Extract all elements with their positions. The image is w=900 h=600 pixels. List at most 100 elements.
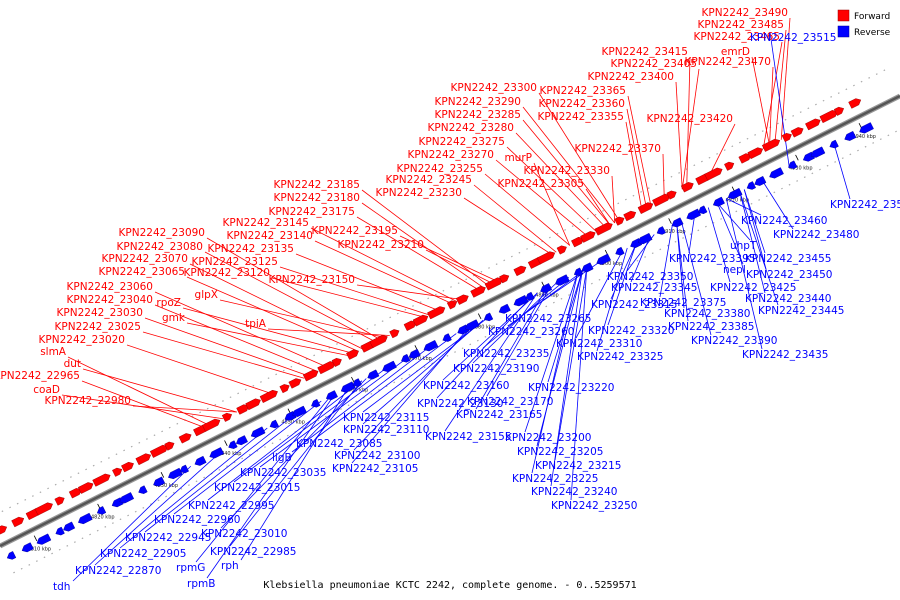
reverse-gene-arrow[interactable]	[524, 291, 535, 302]
reverse-gene-arrow[interactable]	[340, 381, 356, 395]
gene-label[interactable]: KPN2242_23225	[512, 473, 598, 485]
gene-label[interactable]: KPN2242_22870	[75, 565, 161, 577]
forward-gene-arrow[interactable]	[54, 495, 66, 506]
gene-label[interactable]: KPN2242_23405	[611, 58, 697, 70]
forward-gene-arrow[interactable]	[666, 189, 678, 200]
gene-label[interactable]: KPN2242_23320	[588, 325, 674, 337]
forward-gene-arrow[interactable]	[302, 368, 320, 382]
reverse-gene-arrow[interactable]	[35, 533, 52, 547]
reverse-gene-arrow[interactable]	[366, 369, 380, 381]
reverse-gene-arrow[interactable]	[152, 476, 166, 488]
reverse-gene-arrow[interactable]	[381, 360, 397, 374]
forward-gene-arrow[interactable]	[427, 305, 446, 320]
reverse-gene-arrow[interactable]	[325, 390, 338, 401]
forward-gene-arrow[interactable]	[112, 466, 123, 477]
reverse-gene-arrow[interactable]	[291, 405, 307, 419]
gene-label[interactable]: KPN2242_23330	[524, 165, 610, 177]
gene-label[interactable]: KPN2242_23175	[269, 206, 355, 218]
gene-label[interactable]: dut	[64, 358, 81, 370]
gene-label[interactable]: KPN2242_23195	[312, 225, 398, 237]
gene-label[interactable]: KPN2242_23140	[227, 230, 313, 242]
reverse-gene-arrow[interactable]	[539, 283, 553, 294]
gene-label[interactable]: KPN2242_23425	[710, 282, 796, 294]
forward-gene-arrow[interactable]	[556, 244, 568, 255]
gene-label[interactable]: KPN2242_23515	[750, 32, 836, 44]
gene-label[interactable]: KPN2242_23090	[119, 227, 205, 239]
gene-label[interactable]: KPN2242_23485	[698, 19, 784, 31]
forward-gene-arrow[interactable]	[389, 328, 401, 339]
reverse-gene-arrow[interactable]	[400, 353, 411, 364]
gene-label[interactable]: KPN2242_23130	[417, 398, 503, 410]
gene-label[interactable]: KPN2242_23445	[758, 305, 844, 317]
gene-label[interactable]: KPN2242_23310	[556, 338, 642, 350]
gene-label[interactable]: KPN2242_23470	[685, 56, 771, 68]
reverse-gene-arrow[interactable]	[595, 253, 612, 267]
forward-gene-arrow[interactable]	[202, 417, 221, 432]
gene-label[interactable]: KPN2242_23080	[117, 241, 203, 253]
gene-label[interactable]: KPN2242_23280	[428, 122, 514, 134]
forward-gene-arrow[interactable]	[412, 313, 430, 327]
gene-label[interactable]: KPN2242_23240	[531, 486, 617, 498]
gene-label[interactable]: KPN2242_23305	[498, 178, 584, 190]
gene-label[interactable]: slmA	[40, 346, 67, 358]
gene-label[interactable]: KPN2242_23040	[67, 294, 153, 306]
gene-label[interactable]: KPN2242_22905	[100, 548, 186, 560]
gene-label[interactable]: KPN2242_23275	[419, 136, 505, 148]
forward-gene-arrow[interactable]	[704, 166, 724, 181]
forward-gene-arrow[interactable]	[331, 356, 343, 367]
reverse-gene-arrow[interactable]	[809, 146, 826, 160]
gene-label[interactable]: ligB	[272, 452, 292, 464]
gene-label[interactable]: KPN2242_23115	[343, 412, 429, 424]
gene-label[interactable]: KPN2242_23480	[773, 229, 859, 241]
forward-gene-arrow[interactable]	[288, 377, 303, 389]
gene-label[interactable]: rpmB	[187, 578, 215, 590]
gene-label[interactable]: KPN2242_23325	[577, 351, 663, 363]
gene-label[interactable]: glpX	[195, 289, 218, 301]
gene-label[interactable]: KPN2242_23015	[214, 482, 300, 494]
gene-label[interactable]: KPN2242_23355	[538, 111, 624, 123]
forward-gene-arrow[interactable]	[0, 524, 8, 535]
gene-label[interactable]: KPN2242_23420	[647, 113, 733, 125]
gene-label[interactable]: KPN2242_23020	[39, 334, 125, 346]
gene-label[interactable]: KPN2242_23125	[192, 256, 278, 268]
gene-label[interactable]: KPN2242_22960	[154, 514, 240, 526]
gene-label[interactable]: KPN2242_23030	[57, 307, 143, 319]
forward-gene-arrow[interactable]	[805, 117, 822, 131]
forward-gene-arrow[interactable]	[92, 472, 112, 487]
forward-gene-arrow[interactable]	[245, 397, 263, 411]
gene-label[interactable]: KPN2242_23235	[463, 348, 549, 360]
gene-label[interactable]: emrD	[721, 46, 750, 58]
forward-gene-arrow[interactable]	[594, 221, 614, 236]
gene-label[interactable]: KPN2242_23200	[505, 432, 591, 444]
gene-label[interactable]: KPN2242_23025	[55, 321, 141, 333]
gene-label[interactable]: KPN2242_23145	[223, 217, 309, 229]
gene-label[interactable]: rpmG	[176, 562, 205, 574]
forward-gene-arrow[interactable]	[34, 501, 54, 516]
gene-label[interactable]: KPN2242_23260	[488, 326, 574, 338]
reverse-gene-arrow[interactable]	[753, 176, 767, 187]
gene-label[interactable]: KPN2242_23160	[423, 380, 509, 392]
reverse-gene-arrow[interactable]	[483, 312, 494, 323]
gene-label[interactable]: KPN2242_23365	[540, 85, 626, 97]
reverse-gene-arrow[interactable]	[407, 348, 421, 360]
gene-label[interactable]: tpiA	[245, 318, 267, 330]
gene-label[interactable]: KPN2242_23255	[397, 163, 483, 175]
forward-gene-arrow[interactable]	[77, 481, 95, 494]
gene-label[interactable]: KPN2242_23010	[201, 528, 287, 540]
reverse-gene-arrow[interactable]	[6, 551, 17, 561]
forward-gene-arrow[interactable]	[833, 105, 845, 116]
gene-label[interactable]: tdh	[53, 581, 70, 593]
forward-gene-arrow[interactable]	[848, 97, 863, 109]
reverse-gene-arrow[interactable]	[843, 131, 857, 142]
reverse-gene-arrow[interactable]	[137, 485, 148, 496]
forward-gene-arrow[interactable]	[121, 460, 135, 473]
reverse-gene-arrow[interactable]	[727, 187, 743, 201]
reverse-gene-arrow[interactable]	[614, 246, 625, 257]
gene-label[interactable]: KPN2242_23300	[451, 82, 537, 94]
gene-label[interactable]: KPN2242_23380	[664, 308, 750, 320]
forward-gene-arrow[interactable]	[536, 250, 556, 265]
gene-label[interactable]: uhpT	[730, 240, 757, 252]
gene-label[interactable]: KPN2242_23460	[741, 215, 827, 227]
forward-gene-arrow[interactable]	[637, 201, 655, 214]
reverse-gene-arrow[interactable]	[637, 232, 653, 246]
